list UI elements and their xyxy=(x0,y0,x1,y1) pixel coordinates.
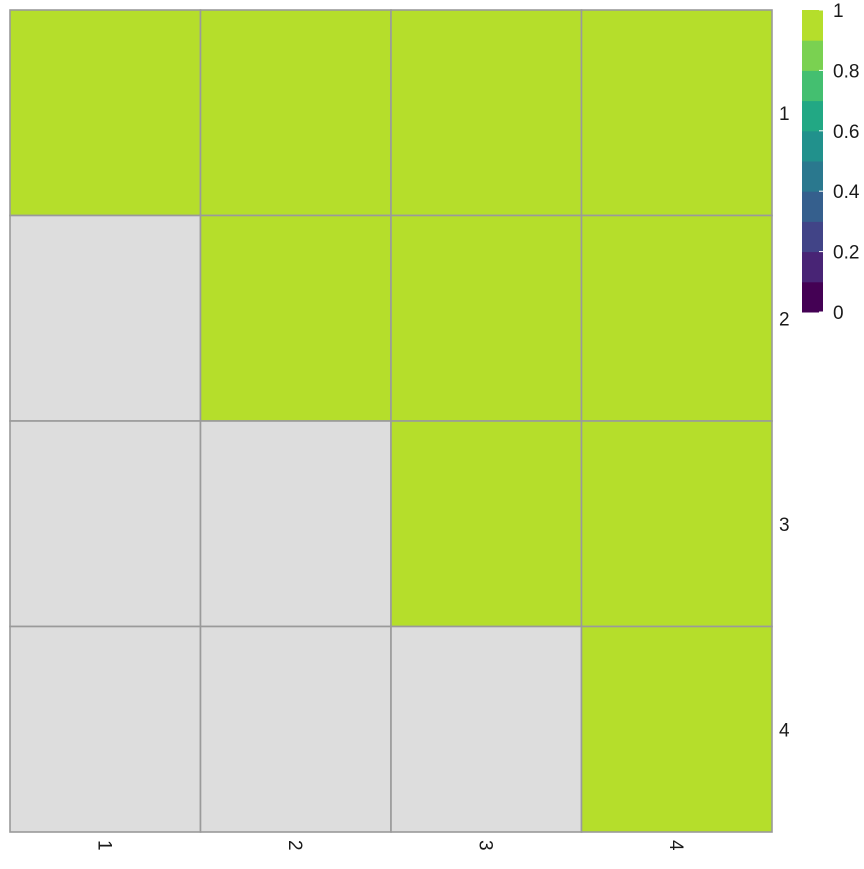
heatmap-cell-r2-c4 xyxy=(580,214,773,422)
legend-color-bin xyxy=(802,281,823,313)
row-tick-label: 3 xyxy=(779,515,790,536)
column-tick-label: 4 xyxy=(665,840,686,851)
legend-color-bin xyxy=(802,161,823,192)
legend-tick-label: 0.4 xyxy=(833,182,860,203)
legend-color-bin xyxy=(802,130,823,162)
row-tick-label: 4 xyxy=(779,720,790,741)
column-tick-label: 1 xyxy=(93,840,114,851)
legend-color-bin xyxy=(802,100,823,132)
column-tick-labels: 1 2 3 4 xyxy=(93,840,686,851)
heatmap-cell-r3-c1 xyxy=(9,420,202,628)
legend-color-bin xyxy=(802,221,823,253)
column-tick-label: 2 xyxy=(284,840,305,851)
heatmap-cell-r2-c1 xyxy=(9,214,202,422)
heatmap-cell-r1-c2 xyxy=(199,9,392,217)
heatmap-cells xyxy=(9,9,773,833)
legend-tick-label: 0.2 xyxy=(833,243,859,264)
legend-tick-label: 0 xyxy=(833,303,844,324)
row-tick-label: 1 xyxy=(779,104,790,125)
heatmap-cell-r2-c3 xyxy=(390,214,583,422)
legend-color-bin xyxy=(802,191,823,222)
heatmap-cell-r3-c4 xyxy=(580,420,773,628)
legend-color-bin xyxy=(802,40,823,71)
heatmap-cell-r2-c2 xyxy=(199,214,392,422)
color-legend: 0 0.2 0.4 0.6 0.8 1 xyxy=(802,1,860,324)
legend-tick-label: 0.8 xyxy=(833,61,859,82)
heatmap-cell-r4-c1 xyxy=(9,625,202,833)
legend-tick-label: 0.6 xyxy=(833,122,859,143)
heatmap-cell-r4-c3 xyxy=(390,625,583,833)
legend-color-bin xyxy=(802,251,823,283)
heatmap-cell-r1-c4 xyxy=(580,9,773,217)
heatmap-cell-r3-c3 xyxy=(390,420,583,628)
row-tick-labels: 1 2 3 4 xyxy=(779,104,790,742)
legend-tick-label: 1 xyxy=(833,1,844,22)
legend-color-bin xyxy=(802,10,823,41)
heatmap-cell-r1-c1 xyxy=(9,9,202,217)
column-tick-label: 3 xyxy=(474,840,495,851)
heatmap-cell-r3-c2 xyxy=(199,420,392,628)
row-tick-label: 2 xyxy=(779,309,790,330)
legend-color-bin xyxy=(802,70,823,102)
heatmap-cell-r4-c2 xyxy=(199,625,392,833)
heatmap-cell-r4-c4 xyxy=(580,625,773,833)
heatmap-cell-r1-c3 xyxy=(390,9,583,217)
